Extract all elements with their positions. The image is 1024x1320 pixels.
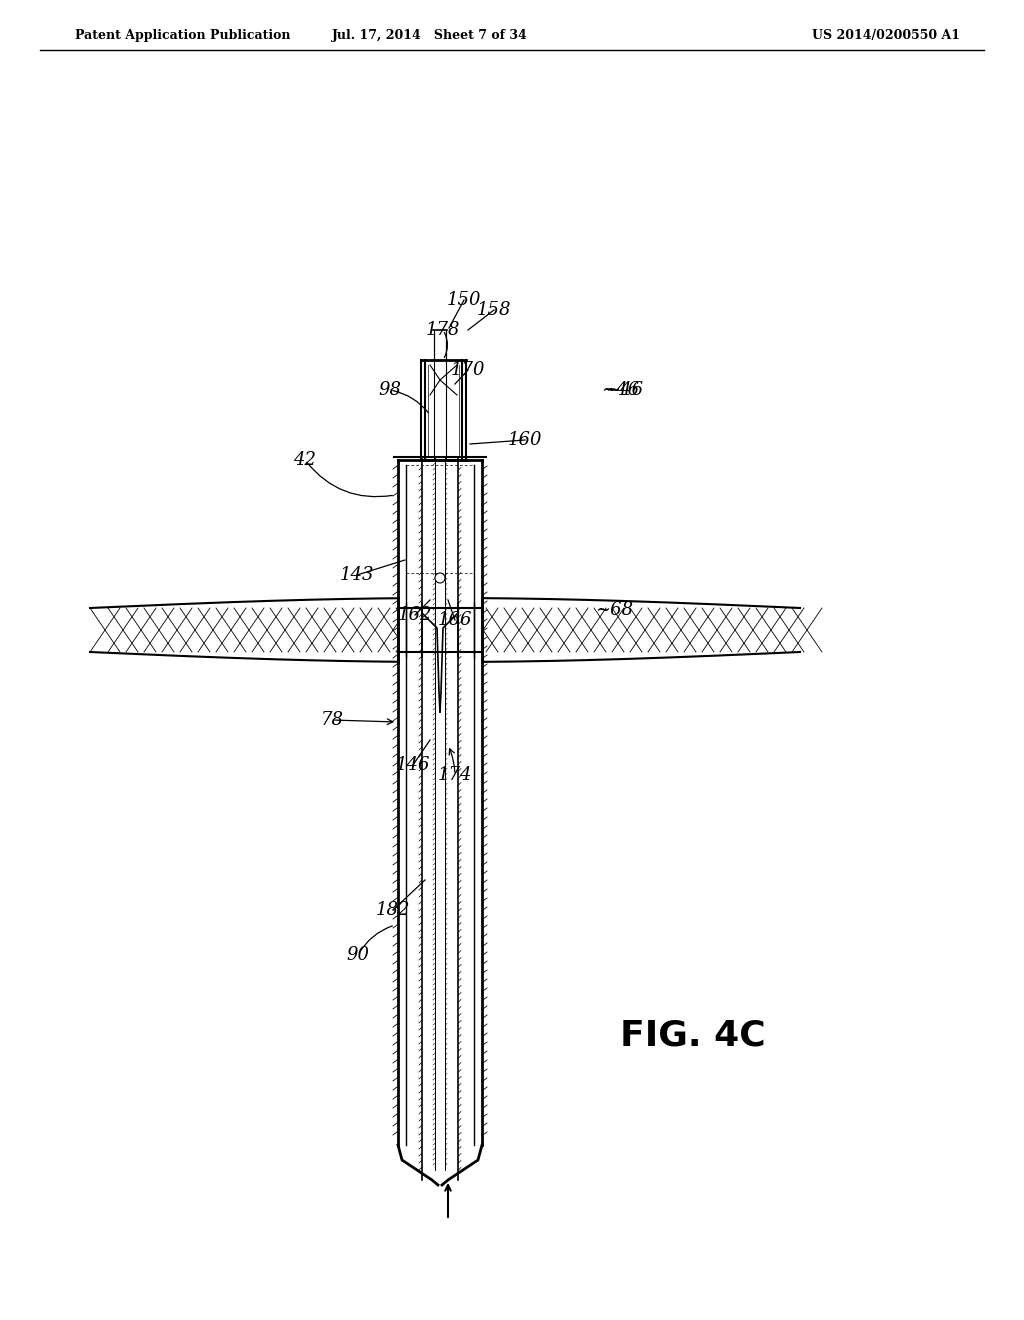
Text: 78: 78 (321, 711, 343, 729)
Text: 174: 174 (437, 766, 472, 784)
Text: FIG. 4C: FIG. 4C (620, 1018, 766, 1052)
Text: ~46: ~46 (605, 381, 643, 399)
Text: 158: 158 (477, 301, 511, 319)
Text: 162: 162 (397, 606, 432, 624)
Text: 160: 160 (508, 432, 543, 449)
Text: ~46: ~46 (601, 381, 639, 399)
Text: 42: 42 (294, 451, 316, 469)
Text: 182: 182 (376, 902, 411, 919)
Bar (397, 597, 483, 664)
Text: 98: 98 (379, 381, 401, 399)
Circle shape (435, 573, 445, 583)
Text: 146: 146 (395, 756, 430, 774)
Text: Patent Application Publication: Patent Application Publication (75, 29, 291, 41)
Text: 170: 170 (451, 360, 485, 379)
Text: 150: 150 (446, 290, 481, 309)
Text: US 2014/0200550 A1: US 2014/0200550 A1 (812, 29, 961, 41)
Text: ~68: ~68 (595, 601, 633, 619)
Text: Jul. 17, 2014   Sheet 7 of 34: Jul. 17, 2014 Sheet 7 of 34 (332, 29, 528, 41)
Text: 143: 143 (340, 566, 374, 583)
Text: 90: 90 (346, 946, 370, 964)
Text: 166: 166 (437, 611, 472, 630)
Text: 178: 178 (426, 321, 460, 339)
